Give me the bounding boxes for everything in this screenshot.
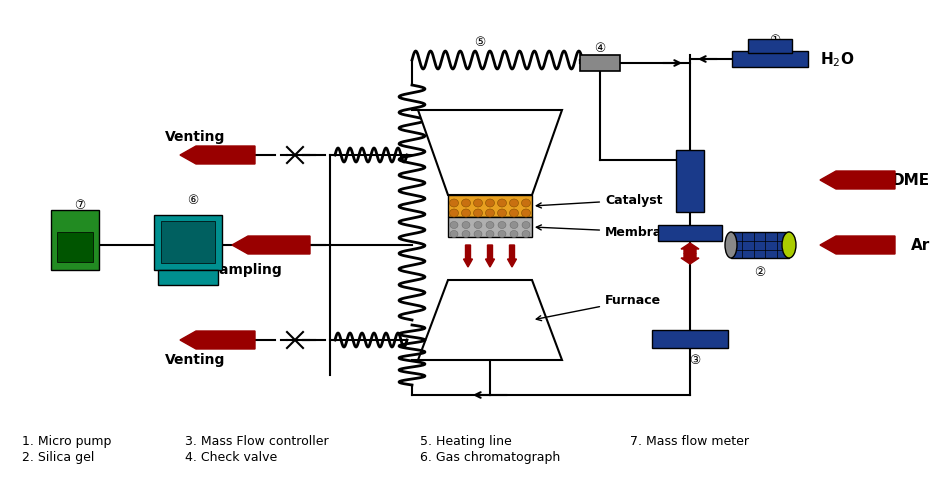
Ellipse shape bbox=[485, 199, 494, 207]
Ellipse shape bbox=[522, 221, 530, 228]
Text: Venting: Venting bbox=[164, 130, 226, 144]
Text: 7. Mass flow meter: 7. Mass flow meter bbox=[630, 435, 749, 448]
Bar bbox=[448, 195, 532, 217]
Ellipse shape bbox=[474, 221, 482, 228]
Ellipse shape bbox=[509, 199, 519, 207]
FancyArrow shape bbox=[508, 245, 516, 267]
Ellipse shape bbox=[522, 209, 530, 217]
FancyArrow shape bbox=[232, 236, 310, 254]
Text: Ar: Ar bbox=[911, 238, 930, 252]
Text: ⑤: ⑤ bbox=[475, 35, 486, 49]
Ellipse shape bbox=[782, 232, 796, 258]
Ellipse shape bbox=[474, 230, 482, 238]
Bar bbox=[158, 270, 218, 285]
Ellipse shape bbox=[462, 199, 471, 207]
Ellipse shape bbox=[497, 209, 507, 217]
Polygon shape bbox=[418, 280, 562, 360]
Bar bbox=[580, 55, 620, 71]
Text: 4. Check valve: 4. Check valve bbox=[185, 451, 277, 464]
Text: Furnace: Furnace bbox=[536, 294, 661, 321]
Ellipse shape bbox=[485, 209, 494, 217]
Bar bbox=[652, 330, 728, 348]
Text: ②: ② bbox=[755, 267, 765, 279]
Text: Catalyst: Catalyst bbox=[537, 193, 663, 208]
Ellipse shape bbox=[510, 221, 518, 228]
Ellipse shape bbox=[522, 199, 530, 207]
Text: 6. Gas chromatograph: 6. Gas chromatograph bbox=[420, 451, 560, 464]
FancyArrow shape bbox=[463, 245, 473, 267]
Ellipse shape bbox=[509, 209, 519, 217]
Ellipse shape bbox=[474, 199, 482, 207]
Text: 5. Heating line: 5. Heating line bbox=[420, 435, 511, 448]
Bar bbox=[731, 232, 789, 258]
Text: Venting: Venting bbox=[164, 353, 226, 367]
Text: Membrane: Membrane bbox=[537, 225, 680, 239]
Bar bbox=[161, 221, 215, 263]
Bar bbox=[748, 39, 792, 53]
Bar bbox=[658, 225, 722, 241]
Ellipse shape bbox=[462, 209, 471, 217]
Ellipse shape bbox=[725, 232, 737, 258]
Ellipse shape bbox=[510, 230, 518, 238]
Ellipse shape bbox=[450, 221, 458, 228]
Bar bbox=[154, 215, 222, 270]
Text: DME: DME bbox=[892, 172, 930, 188]
Text: 3. Mass Flow controller: 3. Mass Flow controller bbox=[185, 435, 329, 448]
FancyArrow shape bbox=[681, 243, 699, 253]
Ellipse shape bbox=[522, 230, 530, 238]
Ellipse shape bbox=[497, 199, 507, 207]
Ellipse shape bbox=[449, 199, 459, 207]
Bar bbox=[676, 150, 704, 212]
FancyArrow shape bbox=[681, 253, 699, 264]
Text: ⑥: ⑥ bbox=[187, 193, 198, 207]
Ellipse shape bbox=[486, 230, 494, 238]
Ellipse shape bbox=[486, 221, 494, 228]
Bar bbox=[51, 210, 99, 270]
Ellipse shape bbox=[498, 230, 506, 238]
Text: 1. Micro pump: 1. Micro pump bbox=[22, 435, 111, 448]
FancyArrow shape bbox=[180, 146, 255, 164]
Polygon shape bbox=[418, 110, 562, 195]
Ellipse shape bbox=[450, 230, 458, 238]
Text: ①: ① bbox=[769, 33, 780, 47]
Text: ④: ④ bbox=[594, 42, 605, 55]
Ellipse shape bbox=[449, 209, 459, 217]
Text: 2. Silica gel: 2. Silica gel bbox=[22, 451, 94, 464]
Bar bbox=[448, 217, 532, 237]
Ellipse shape bbox=[462, 221, 470, 228]
Text: ③: ③ bbox=[689, 354, 700, 366]
Bar bbox=[732, 51, 808, 67]
Text: ⑦: ⑦ bbox=[74, 198, 86, 212]
FancyArrow shape bbox=[485, 245, 494, 267]
FancyArrow shape bbox=[820, 236, 895, 254]
FancyArrow shape bbox=[180, 331, 255, 349]
Ellipse shape bbox=[474, 209, 482, 217]
FancyArrow shape bbox=[820, 171, 895, 189]
Ellipse shape bbox=[498, 221, 506, 228]
Ellipse shape bbox=[462, 230, 470, 238]
Text: Sampling: Sampling bbox=[209, 263, 281, 277]
Text: H$_2$O: H$_2$O bbox=[820, 51, 854, 69]
Bar bbox=[57, 232, 93, 262]
